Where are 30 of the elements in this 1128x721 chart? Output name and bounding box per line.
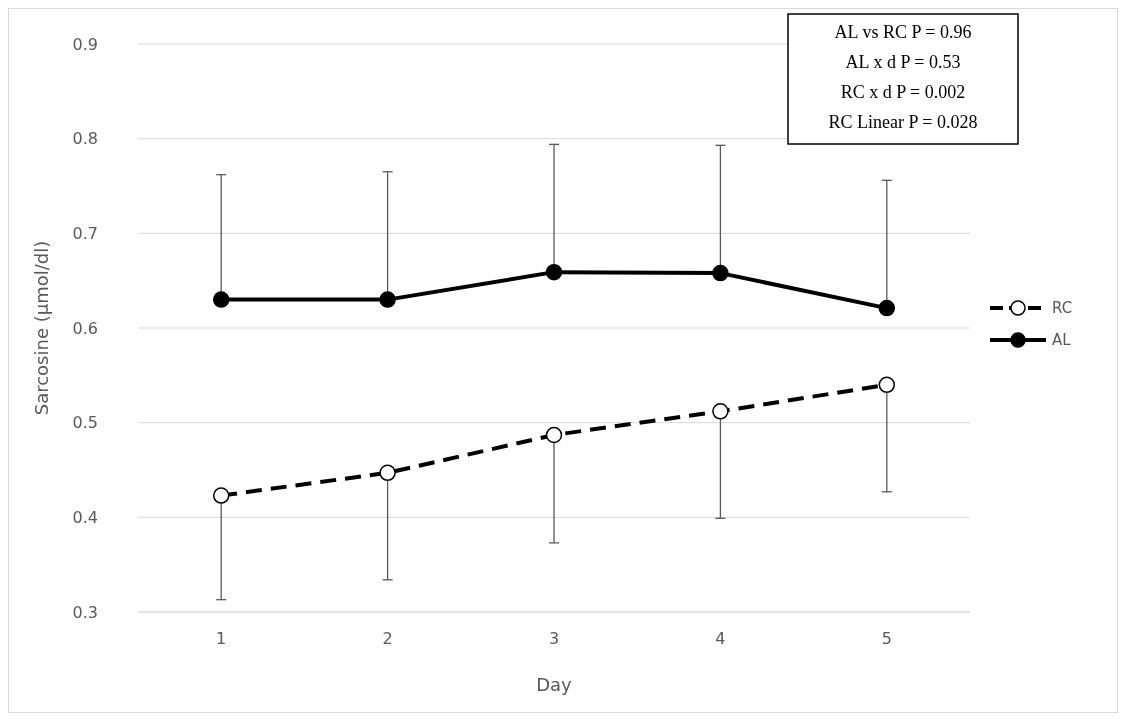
annotation: AL x d P = 0.53 [845,52,961,72]
point [712,403,729,420]
x-tick-label: 2 [382,629,393,648]
annotation: RC x d P = 0.002 [840,82,966,102]
point [379,464,396,482]
y-tick-label: 0.5 [72,413,98,433]
annotation: RC Linear P = 0.028 [828,112,978,132]
y-tick-label: 0.7 [72,223,98,243]
y-tick-label: 0.3 [72,602,98,622]
x-tick-label: 3 [548,629,560,648]
x-axis-title: Day [536,674,573,695]
y-tick-label: 0.8 [72,129,98,149]
point [712,264,729,282]
point [212,487,230,504]
point [545,426,563,444]
x-tick-label: 4 [715,629,726,648]
point [545,263,563,281]
x-tick-label: 1 [216,629,227,648]
point [379,291,396,308]
y-tick-label: 0.6 [72,318,98,338]
y-tick-label: 0.4 [72,507,98,527]
legend-label: AL [1052,331,1072,350]
text-box: AL vs RC P = 0.96 AL x d P = 0.53 RC x d P = 0.002 RC Linear P = 0.028 [787,13,1019,145]
y-tick-label: 0.9 [72,34,98,54]
point [878,299,896,317]
x-tick-label: 5 [881,629,892,648]
legend-label: RC [1052,299,1073,318]
point [212,291,230,308]
y-axis-title: Sarcosine (µmol/dl) [31,240,52,416]
point [878,376,896,394]
